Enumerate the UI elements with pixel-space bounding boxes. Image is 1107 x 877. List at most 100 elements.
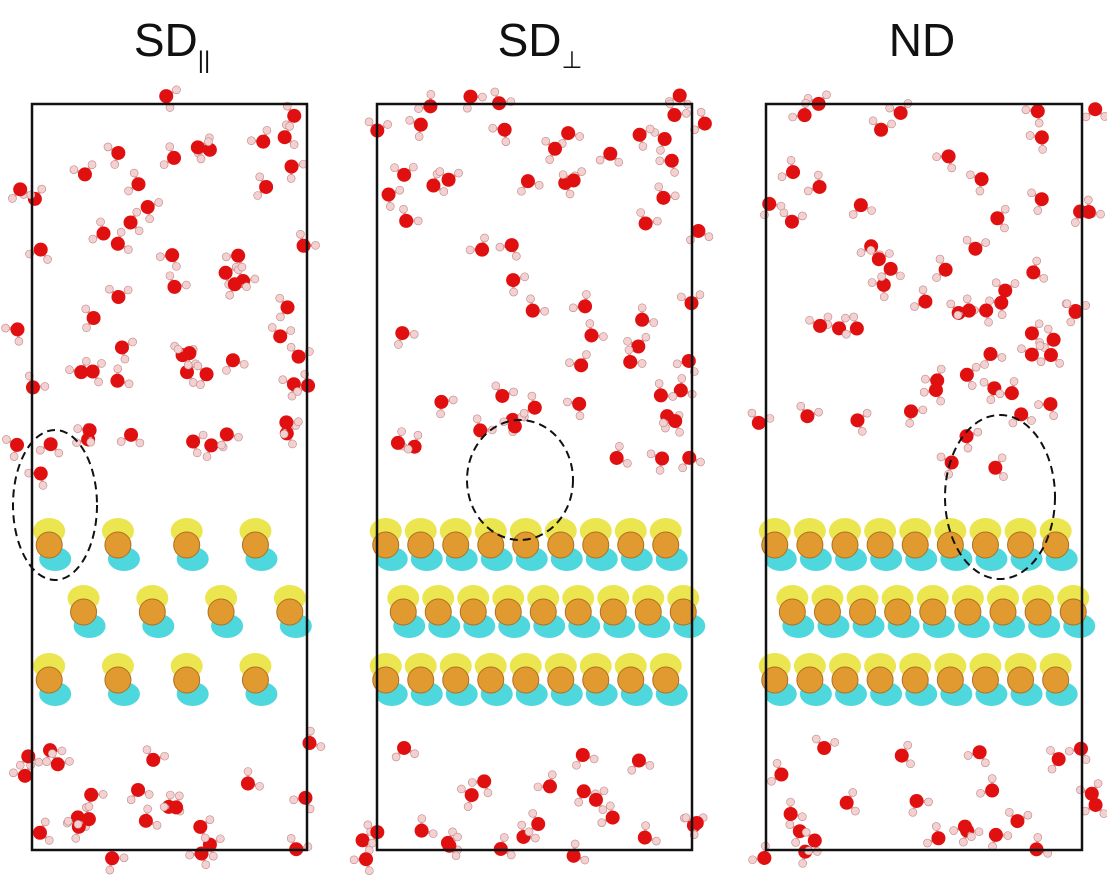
hydrogen xyxy=(64,817,72,825)
hydrogen xyxy=(106,866,114,874)
hydrogen xyxy=(1048,765,1056,773)
hydrogen xyxy=(966,171,974,179)
hydrogen xyxy=(628,766,636,774)
oxygen xyxy=(945,456,959,470)
hydrogen xyxy=(909,808,917,816)
hydrogen xyxy=(919,286,927,294)
hydrogen xyxy=(386,202,394,210)
oxygen xyxy=(200,367,214,381)
oxygen xyxy=(131,177,145,191)
oxygen xyxy=(918,295,932,309)
hydrogen xyxy=(980,378,988,386)
hydrogen xyxy=(184,361,192,369)
oxygen xyxy=(1025,326,1039,340)
hydrogen xyxy=(563,398,571,406)
hydrogen xyxy=(1004,832,1012,840)
copper xyxy=(208,599,234,625)
hydrogen xyxy=(527,295,535,303)
hydrogen xyxy=(166,791,174,799)
hydrogen xyxy=(1037,358,1045,366)
hydrogen xyxy=(276,294,284,302)
hydrogen xyxy=(521,273,529,281)
copper xyxy=(972,667,998,693)
hydrogen xyxy=(696,291,704,299)
hydrogen xyxy=(1000,224,1008,232)
oxygen xyxy=(356,833,370,847)
oxygen xyxy=(894,106,908,120)
hydrogen xyxy=(1067,318,1075,326)
hydrogen xyxy=(39,481,47,489)
oxygen xyxy=(988,461,1002,475)
hydrogen xyxy=(365,118,373,126)
copper xyxy=(850,599,876,625)
copper xyxy=(937,667,963,693)
hydrogen xyxy=(528,392,536,400)
oxygen xyxy=(395,326,409,340)
panel-label: SD xyxy=(498,14,562,66)
hydrogen xyxy=(933,274,941,282)
oxygen xyxy=(665,154,679,168)
hydrogen xyxy=(74,820,82,828)
oxygen xyxy=(159,89,173,103)
copper xyxy=(71,599,97,625)
hydrogen xyxy=(919,406,927,414)
hydrogen xyxy=(659,419,667,427)
hydrogen xyxy=(1001,205,1009,213)
hydrogen xyxy=(823,91,831,99)
oxygen xyxy=(423,99,437,113)
hydrogen xyxy=(824,313,832,321)
oxygen xyxy=(606,811,620,825)
oxygen xyxy=(297,239,311,253)
copper xyxy=(242,532,268,558)
hydrogen xyxy=(392,753,400,761)
oxygen xyxy=(285,159,299,173)
hydrogen xyxy=(974,428,982,436)
cell-box xyxy=(32,104,307,850)
hydrogen xyxy=(932,822,940,830)
hydrogen xyxy=(1010,377,1018,385)
hydrogen xyxy=(652,837,660,845)
hydrogen xyxy=(987,396,995,404)
hydrogen xyxy=(954,311,962,319)
oxygen xyxy=(186,435,200,449)
copper xyxy=(618,532,644,558)
copper xyxy=(548,532,574,558)
oxygen xyxy=(414,118,428,132)
hydrogen xyxy=(256,173,264,181)
hydrogen xyxy=(566,190,574,198)
oxygen xyxy=(477,774,491,788)
oxygen xyxy=(633,128,647,142)
oxygen xyxy=(658,132,672,146)
oxygen xyxy=(33,826,47,840)
oxygen xyxy=(1010,814,1024,828)
hydrogen xyxy=(166,143,174,151)
oxygen xyxy=(505,238,519,252)
hydrogen xyxy=(697,108,705,116)
hydrogen xyxy=(391,164,399,172)
oxygen xyxy=(124,215,138,229)
hydrogen xyxy=(968,382,976,390)
oxygen xyxy=(191,140,205,154)
hydrogen xyxy=(83,324,91,332)
hydrogen xyxy=(705,233,713,241)
oxygen xyxy=(983,347,997,361)
hydrogen xyxy=(414,431,422,439)
hydrogen xyxy=(869,117,877,125)
hydrogen xyxy=(805,316,813,324)
hydrogen xyxy=(676,428,684,436)
hydrogen xyxy=(624,337,632,345)
hydrogen xyxy=(368,839,376,847)
oxygen xyxy=(584,328,598,342)
oxygen xyxy=(115,340,129,354)
oxygen xyxy=(111,237,125,251)
oxygen xyxy=(256,135,270,149)
panel-subscript: ⊥ xyxy=(562,47,583,74)
oxygen xyxy=(279,415,293,429)
oxygen xyxy=(463,90,477,104)
hydrogen xyxy=(576,132,584,140)
hydrogen xyxy=(9,769,17,777)
hydrogen xyxy=(985,318,993,326)
panel-title: SD⊥ xyxy=(498,14,583,74)
hydrogen xyxy=(74,425,82,433)
hydrogen xyxy=(82,357,90,365)
